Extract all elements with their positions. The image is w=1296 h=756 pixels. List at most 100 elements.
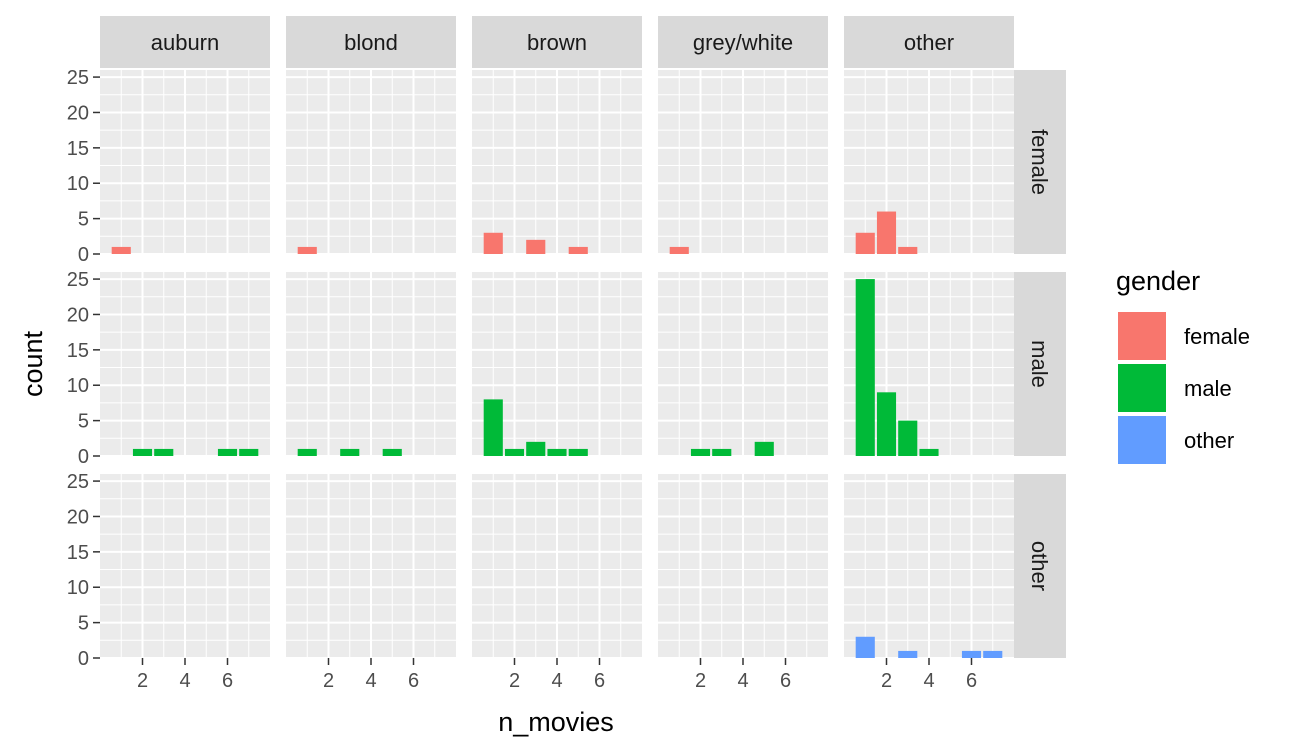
y-tick-label: 10 [67, 173, 89, 195]
bar-brown-female-x1 [483, 232, 503, 254]
x-tick-label: 6 [594, 670, 605, 692]
panel-other-other [844, 474, 1014, 659]
panels-layer [100, 70, 1014, 659]
bar-brown-female-x5 [568, 246, 588, 254]
x-tick-label: 4 [923, 670, 934, 692]
y-tick-label: 20 [67, 506, 89, 528]
bar-auburn-male-x2 [132, 448, 153, 456]
x-tick-label: 2 [881, 670, 892, 692]
panel-grey-white-other [658, 474, 828, 659]
y-tick-label: 15 [67, 542, 89, 564]
strip-label-row-male: male [1027, 340, 1052, 388]
axes-layer: 0 5 10 15 20 25 0 5 10 15 20 25 0 5 10 15 20 25 2 4 6 2 4 6 2 4 6 2… [67, 67, 977, 692]
strip-label-row-female: female [1027, 129, 1052, 195]
bar-grey-white-male-x3 [712, 448, 732, 456]
x-tick-label: 2 [323, 670, 334, 692]
x-axis-title: n_movies [498, 707, 614, 737]
legend-title: gender [1116, 266, 1200, 296]
strip-label-auburn: auburn [151, 30, 220, 55]
bar-brown-male-x4 [547, 448, 567, 456]
y-tick-label: 5 [78, 209, 89, 231]
x-tick-label: 4 [551, 670, 562, 692]
bar-brown-male-x3 [526, 441, 546, 456]
panel-blond-male [286, 272, 456, 457]
bar-other-other-x7 [983, 650, 1003, 658]
legend-label-female: female [1184, 324, 1250, 349]
bar-auburn-male-x6 [217, 448, 238, 456]
strip-auburn [100, 16, 270, 68]
y-axis-title: count [18, 330, 48, 397]
legend-label-male: male [1184, 376, 1232, 401]
y-tick-label: 5 [78, 613, 89, 635]
bar-other-male-x1 [855, 279, 875, 456]
y-tick-label: 15 [67, 138, 89, 160]
panel-auburn-male [100, 272, 270, 457]
bar-brown-female-x3 [526, 239, 546, 254]
bar-other-female-x2 [876, 211, 897, 254]
y-tick-label: 25 [67, 67, 89, 89]
strip-label-row-other: other [1027, 541, 1052, 591]
legend: gender female male other [1116, 266, 1250, 464]
panel-auburn-other [100, 474, 270, 659]
x-tick-label: 6 [780, 670, 791, 692]
strip-row-male [1014, 272, 1066, 456]
x-tick-label: 4 [179, 670, 190, 692]
panel-grey-white-female [658, 70, 828, 255]
bar-blond-male-x5 [382, 448, 402, 456]
bar-blond-male-x1 [297, 448, 317, 456]
legend-key-female [1118, 312, 1166, 360]
x-tick-label: 6 [966, 670, 977, 692]
x-tick-label: 2 [695, 670, 706, 692]
legend-key-male [1118, 364, 1166, 412]
strip-other [844, 16, 1014, 68]
y-tick-label: 5 [78, 411, 89, 433]
strip-blond [286, 16, 456, 68]
strip-label-grey-white: grey/white [693, 30, 793, 55]
y-tick-label: 20 [67, 102, 89, 124]
y-tick-label: 10 [67, 375, 89, 397]
y-tick-label: 0 [78, 244, 89, 266]
bar-other-other-x1 [855, 636, 875, 658]
x-tick-label: 6 [222, 670, 233, 692]
strip-label-brown: brown [527, 30, 587, 55]
x-tick-label: 2 [137, 670, 148, 692]
bar-auburn-male-x7 [239, 448, 259, 456]
panel-other-female [844, 70, 1014, 255]
strip-row-female [1014, 70, 1066, 254]
bar-blond-male-x3 [340, 448, 360, 456]
panel-brown-female [472, 70, 642, 255]
bar-other-female-x3 [898, 246, 918, 254]
bar-other-other-x6 [961, 650, 982, 658]
bar-other-male-x4 [919, 448, 939, 456]
y-tick-label: 20 [67, 304, 89, 326]
strip-brown [472, 16, 642, 68]
strips-layer: auburn blond brown grey/white other female mal… [100, 16, 1066, 658]
bar-brown-male-x5 [568, 448, 588, 456]
bar-other-male-x2 [876, 392, 897, 456]
x-tick-label: 2 [509, 670, 520, 692]
x-tick-label: 6 [408, 670, 419, 692]
bar-grey-white-female-x1 [669, 246, 689, 254]
panel-brown-other [472, 474, 642, 659]
bar-other-other-x3 [898, 650, 918, 658]
bar-brown-male-x2 [504, 448, 525, 456]
panel-blond-other [286, 474, 456, 659]
bar-auburn-female-x1 [111, 246, 131, 254]
panel-auburn-female [100, 70, 270, 255]
y-tick-label: 15 [67, 340, 89, 362]
y-tick-label: 25 [67, 269, 89, 291]
strip-label-other: other [904, 30, 954, 55]
bar-auburn-male-x3 [154, 448, 174, 456]
y-tick-label: 25 [67, 471, 89, 493]
legend-label-other: other [1184, 428, 1234, 453]
bar-other-male-x3 [898, 420, 918, 456]
legend-key-other [1118, 416, 1166, 464]
bar-grey-white-male-x2 [690, 448, 711, 456]
y-tick-label: 10 [67, 577, 89, 599]
panel-blond-female [286, 70, 456, 255]
y-tick-label: 0 [78, 648, 89, 670]
bar-brown-male-x1 [483, 399, 503, 456]
bar-grey-white-male-x5 [754, 441, 774, 456]
bar-blond-female-x1 [297, 246, 317, 254]
